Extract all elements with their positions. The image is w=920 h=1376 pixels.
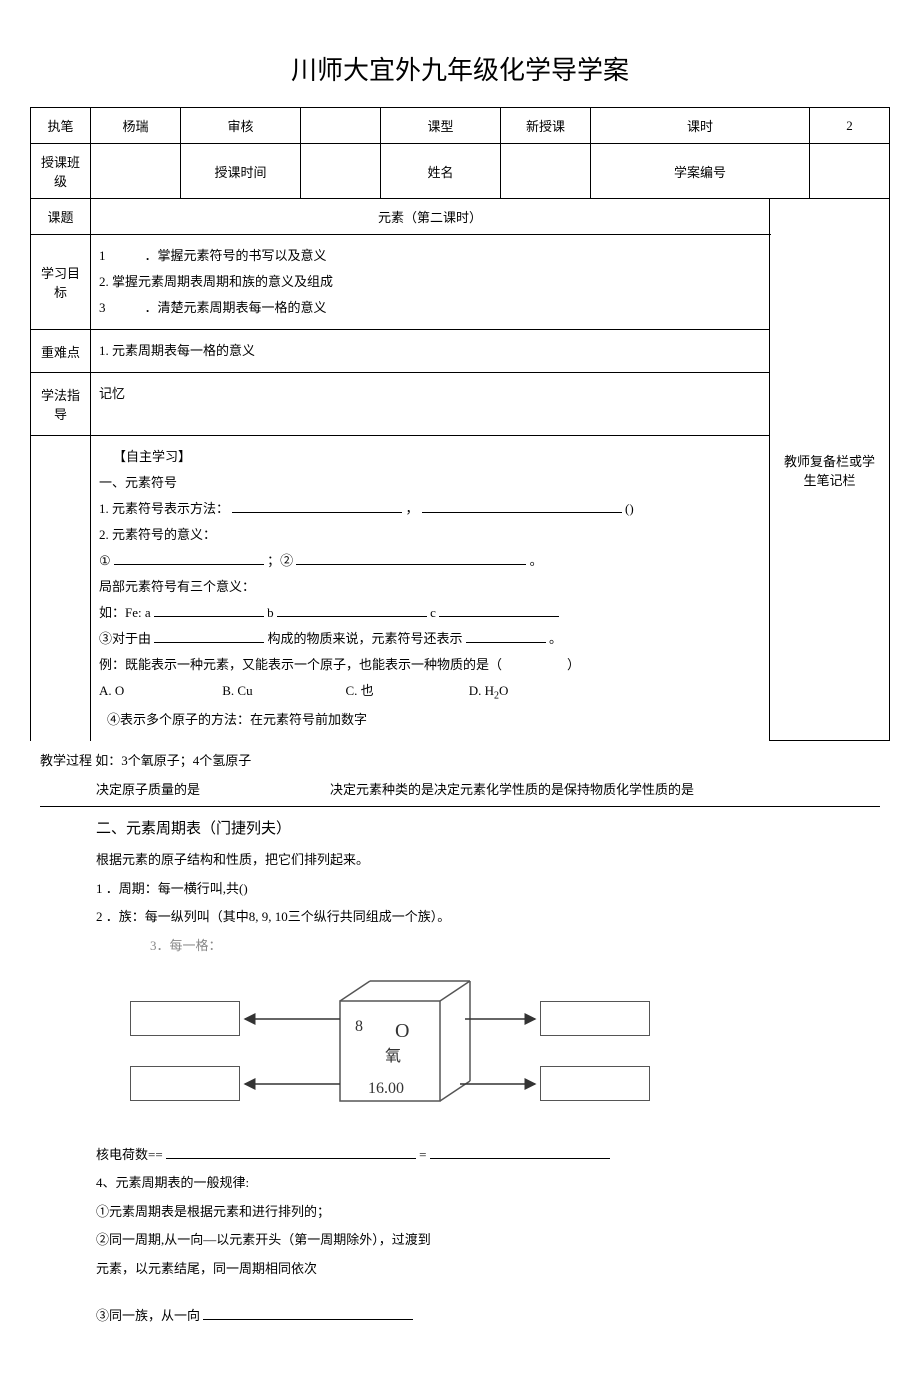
cube-atomic-number: 8 xyxy=(355,1009,363,1044)
l16a: 核电荷数== xyxy=(96,1147,166,1162)
r2-label1: 授课班级 xyxy=(31,144,91,199)
r2-value2 xyxy=(301,144,381,199)
blank-10 xyxy=(166,1158,416,1159)
l6c: 。 xyxy=(549,631,562,646)
blank-8 xyxy=(154,642,264,643)
blank-4 xyxy=(296,564,526,565)
r2-label2: 授课时间 xyxy=(181,144,301,199)
l6a: ③对于由 xyxy=(99,631,151,646)
l3c: 。 xyxy=(530,553,543,568)
optD: D. H2O xyxy=(469,683,509,698)
l10: 如：3个氧原子；4个氢原子 xyxy=(95,753,251,768)
r2-value1 xyxy=(91,144,181,199)
diff-content: 1. 元素周期表每一格的意义 xyxy=(91,330,770,373)
l17: 4、元素周期表的一般规律: xyxy=(40,1169,880,1198)
main-table: 课题 元素（第二课时） 教师复备栏或学生笔记栏 学习目标 1 ．掌握元素符号的书… xyxy=(30,199,890,741)
r1-label1: 执笔 xyxy=(31,108,91,144)
l6b: 构成的物质来说，元素符号还表示 xyxy=(268,631,463,646)
blank-3 xyxy=(114,564,264,565)
g1t: ．掌握元素符号的书写以及意义 xyxy=(145,248,327,263)
r2-value3 xyxy=(501,144,591,199)
l3b: ；② xyxy=(267,553,293,568)
l14: 2 ．族：每一纵列叫（其中8, 9, 10三个纵行共同组成一个族）。 xyxy=(40,903,880,932)
cube-name: 氧 xyxy=(385,1039,401,1074)
method-label: 学法指导 xyxy=(31,373,91,436)
l16b: = xyxy=(419,1147,426,1162)
l11: 决定原子质量的是 决定元素种类的是决定元素化学性质的是保持物质化学性质的是 xyxy=(40,776,880,808)
proc-label xyxy=(31,436,91,741)
blank-1 xyxy=(232,512,402,513)
l7: 例：既能表示一种元素，又能表示一个原子，也能表示一种物质的是（ ） xyxy=(99,652,761,678)
section2-heading: 二、元素周期表（门捷列夫） xyxy=(40,813,880,846)
r2-label3: 姓名 xyxy=(381,144,501,199)
header-table: 执笔 杨瑞 审核 课型 新授课 课时 2 授课班级 授课时间 姓名 学案编号 xyxy=(30,107,890,199)
optB: B. Cu xyxy=(222,678,342,704)
r1-value3: 新授课 xyxy=(501,108,591,144)
g2n: 2. xyxy=(99,274,109,289)
blank-9 xyxy=(466,642,546,643)
l2: 2. 元素符号的意义： xyxy=(99,522,761,548)
periodic-cell-diagram: 8 O 氧 16.00 xyxy=(130,971,650,1131)
l4: 局部元素符号有三个意义： xyxy=(99,574,761,600)
l18: ①元素周期表是根据元素和进行排列的； xyxy=(40,1198,880,1227)
page-title: 川师大宜外九年级化学导学案 xyxy=(30,50,890,87)
r1-label4: 课时 xyxy=(591,108,810,144)
r1-value4: 2 xyxy=(810,108,890,144)
l5b: b xyxy=(267,605,274,620)
l3a: ① xyxy=(99,553,111,568)
r2-value4 xyxy=(810,144,890,199)
r1-value1: 杨瑞 xyxy=(91,108,181,144)
g3n: 3 xyxy=(99,300,106,315)
l19: ②同一周期,从一向—以元素开头（第一周期除外），过渡到 xyxy=(40,1226,880,1255)
topic-content: 元素（第二课时） xyxy=(91,199,770,235)
topic-label: 课题 xyxy=(31,199,91,235)
g2t: 掌握元素周期表周期和族的意义及组成 xyxy=(112,274,333,289)
method-content: 记忆 xyxy=(91,373,770,436)
l1c: () xyxy=(625,501,634,516)
l5c: c xyxy=(430,605,436,620)
l21a: ③同一族，从一向 xyxy=(96,1308,203,1323)
proc-block-1: 【自主学习】 一、元素符号 1. 元素符号表示方法： ， () 2. 元素符号的… xyxy=(91,436,770,741)
optA: A. O xyxy=(99,678,219,704)
l1a: 1. 元素符号表示方法： xyxy=(99,501,229,516)
proc-block-2: 教学过程 如：3个氧原子；4个氢原子 决定原子质量的是 决定元素种类的是决定元素… xyxy=(30,741,890,1336)
r2-label4: 学案编号 xyxy=(591,144,810,199)
blank-11 xyxy=(430,1158,610,1159)
diff-label: 重难点 xyxy=(31,330,91,373)
l12: 根据元素的原子结构和性质，把它们排列起来。 xyxy=(40,846,880,875)
blank-2 xyxy=(422,512,622,513)
r1-label2: 审核 xyxy=(181,108,301,144)
l20: 元素，以元素结尾，同一周期相同依次 xyxy=(40,1255,880,1284)
goals-content: 1 ．掌握元素符号的书写以及意义 2. 掌握元素周期表周期和族的意义及组成 3 … xyxy=(91,235,770,330)
blank-6 xyxy=(277,616,427,617)
l1b: ， xyxy=(406,501,419,516)
l13: 1 ．周期：每一横行叫,共() xyxy=(40,875,880,904)
l9: ④表示多个原子的方法：在元素符号前加数字 xyxy=(99,707,761,733)
section1-heading: 一、元素符号 xyxy=(99,470,761,496)
goals-label: 学习目标 xyxy=(31,235,91,330)
r1-label3: 课型 xyxy=(381,108,501,144)
blank-12 xyxy=(203,1319,413,1320)
blank-5 xyxy=(154,616,264,617)
cube-mass: 16.00 xyxy=(368,1071,404,1106)
g1n: 1 xyxy=(99,248,106,263)
r1-value2 xyxy=(301,108,381,144)
self-study-heading: 【自主学习】 xyxy=(99,444,761,470)
proc-label-text: 教学过程 xyxy=(40,753,92,768)
teacher-notes-label: 教师复备栏或学生笔记栏 xyxy=(770,199,890,741)
l15: 3．每一格： xyxy=(40,932,880,961)
blank-7 xyxy=(439,616,559,617)
l5a: 如：Fe: a xyxy=(99,605,151,620)
optC: C. 也 xyxy=(346,678,466,704)
g3t: ．清楚元素周期表每一格的意义 xyxy=(145,300,327,315)
